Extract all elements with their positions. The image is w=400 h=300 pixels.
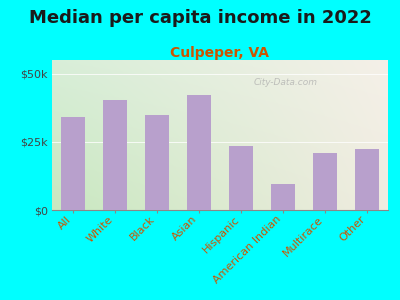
Bar <box>314 153 336 210</box>
Bar <box>272 184 294 210</box>
Bar <box>104 100 126 210</box>
Text: City-Data.com: City-Data.com <box>254 78 318 87</box>
Bar <box>356 148 378 210</box>
Bar <box>188 95 210 210</box>
Title: Culpeper, VA: Culpeper, VA <box>170 46 270 60</box>
Bar <box>62 117 84 210</box>
Bar <box>230 146 252 210</box>
Bar <box>146 115 168 210</box>
Text: Median per capita income in 2022: Median per capita income in 2022 <box>28 9 372 27</box>
